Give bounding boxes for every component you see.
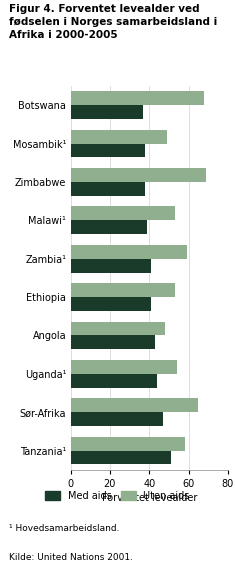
Bar (70, 91, 204, 105)
Text: Figur 4. Forventet levealder ved
fødselen i Norges samarbeidsland i
Afrika i 200: Figur 4. Forventet levealder ved fødsele… (9, 4, 218, 40)
Bar (70, 360, 177, 374)
Bar (70, 143, 145, 158)
Bar (70, 398, 198, 413)
Bar (70, 168, 206, 182)
Bar (70, 182, 145, 196)
Text: ¹ Hovedsamarbeidsland.: ¹ Hovedsamarbeidsland. (9, 524, 120, 533)
Bar (70, 258, 151, 273)
Bar (70, 206, 175, 220)
Bar (70, 220, 147, 234)
Bar (70, 335, 155, 350)
Text: Kilde: United Nations 2001.: Kilde: United Nations 2001. (9, 553, 133, 562)
Bar (70, 129, 167, 143)
Bar (70, 283, 175, 297)
Bar (70, 437, 185, 450)
Legend: Med aids, Uten aids: Med aids, Uten aids (45, 490, 190, 501)
Bar (70, 105, 143, 119)
Bar (70, 297, 151, 311)
Bar (70, 374, 157, 388)
Bar (70, 413, 163, 426)
Bar (70, 451, 171, 465)
X-axis label: Forventet levealder: Forventet levealder (102, 493, 197, 503)
Bar (70, 245, 187, 259)
Bar (70, 321, 165, 336)
